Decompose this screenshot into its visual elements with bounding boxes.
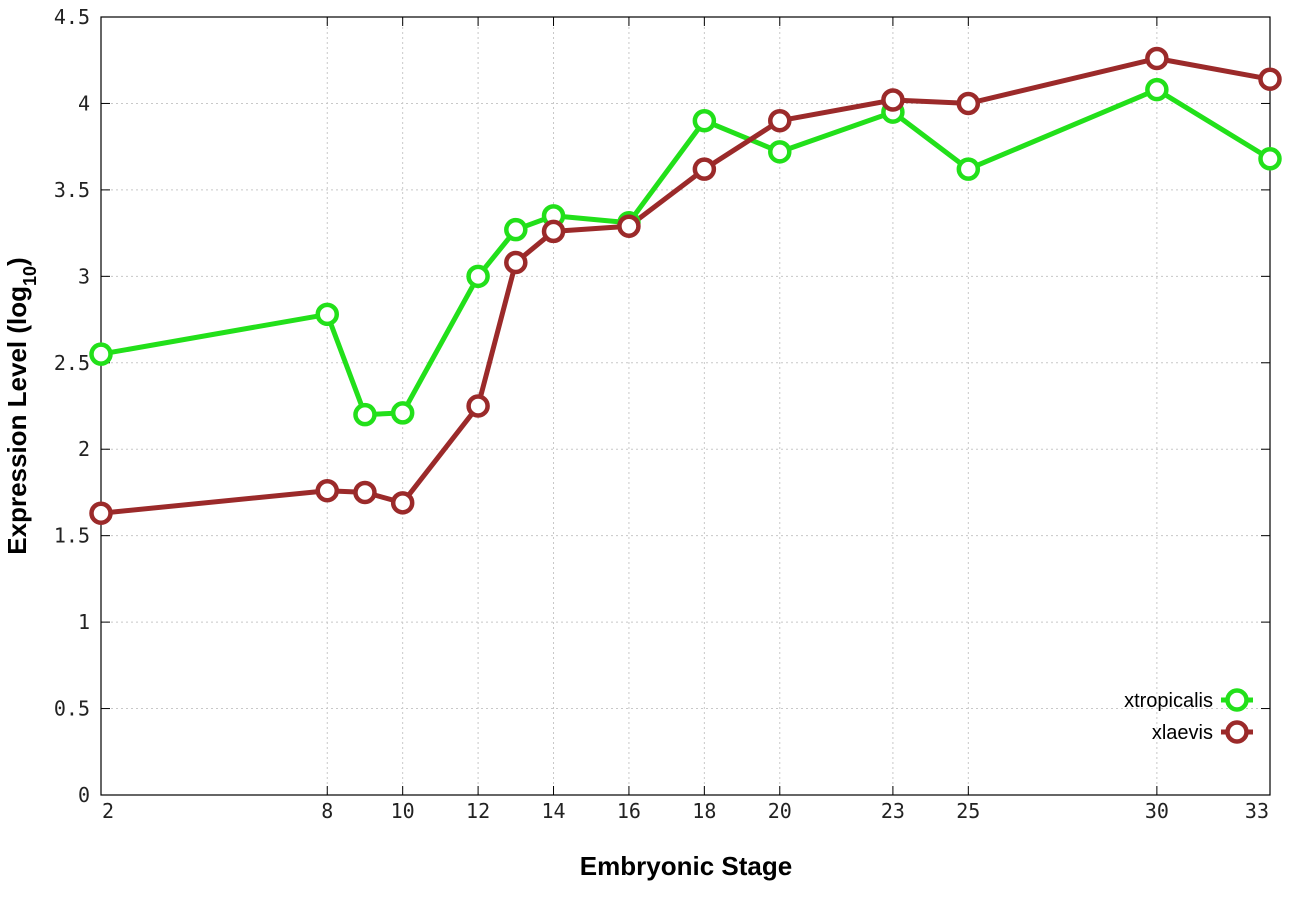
y-tick-label: 4 [78, 91, 90, 115]
data-point-xlaevis [617, 214, 641, 238]
y-tick-label: 4.5 [54, 5, 90, 29]
plot-frame [100, 16, 1271, 796]
x-tick-label: 30 [1145, 799, 1169, 823]
data-point-xtropicalis [466, 264, 490, 289]
data-point-xtropicalis [353, 402, 377, 427]
legend-marker-xlaevis [1225, 720, 1249, 744]
data-point-xlaevis [504, 250, 528, 275]
y-axis-title-subscript: 10 [20, 266, 40, 286]
data-point-xlaevis [315, 478, 340, 503]
series-layer [89, 46, 1282, 525]
y-tick-label: 2.5 [54, 351, 90, 375]
x-tick-label: 23 [881, 799, 905, 823]
data-point-xtropicalis [768, 140, 792, 164]
data-point-xtropicalis [1145, 77, 1169, 102]
data-point-xtropicalis [1258, 147, 1282, 171]
data-point-xlaevis [353, 480, 377, 505]
data-point-xlaevis [89, 501, 113, 525]
x-tick-label: 8 [321, 799, 333, 823]
y-tick-label: 1 [78, 610, 90, 634]
axis-ticks: 0 0.5 1 1.5 2 2.5 3 3.5 4 4.5 2 8 10 12 14 16 18 20 23 25 30… [54, 5, 1271, 823]
y-tick-label: 3.5 [54, 178, 90, 202]
legend-label-xtropicalis: xtropicalis [1124, 690, 1213, 712]
legend-marker-xtropicalis [1225, 688, 1249, 712]
data-point-xtropicalis [315, 302, 340, 327]
legend: xtropicalis xlaevis [1124, 688, 1253, 744]
data-point-xtropicalis [89, 342, 113, 366]
x-tick-label: 25 [956, 799, 980, 823]
y-tick-label: 1.5 [54, 524, 90, 548]
y-tick-label: 0 [78, 783, 90, 807]
y-axis-title-main: Expression Level (log [2, 286, 32, 555]
y-axis-title: Expression Level (log10) [2, 257, 40, 554]
data-point-xlaevis [881, 88, 905, 112]
data-point-xlaevis [390, 491, 415, 515]
data-point-xtropicalis [504, 217, 528, 242]
data-point-xlaevis [692, 157, 717, 181]
data-point-xtropicalis [390, 401, 415, 425]
x-tick-label: 12 [466, 799, 490, 823]
data-point-xlaevis [956, 91, 981, 116]
data-point-xlaevis [1258, 67, 1282, 91]
data-point-xtropicalis [956, 157, 981, 181]
data-point-xtropicalis [692, 108, 717, 133]
x-tick-label: 10 [391, 799, 415, 823]
y-tick-label: 3 [78, 264, 90, 288]
x-tick-label: 14 [541, 799, 565, 823]
series-line-xlaevis [100, 56, 1271, 516]
data-point-xlaevis [541, 219, 566, 244]
x-axis-title: Embryonic Stage [580, 851, 792, 881]
series-line-xtropicalis [100, 87, 1272, 418]
y-tick-label: 2 [78, 437, 90, 461]
grid-lines [101, 17, 1270, 795]
x-tick-label: 20 [768, 799, 792, 823]
y-tick-label: 0.5 [54, 697, 90, 721]
data-point-xlaevis [768, 108, 792, 133]
y-axis-title-end: ) [2, 257, 32, 266]
x-tick-label: 33 [1245, 799, 1269, 823]
data-point-xlaevis [1145, 46, 1169, 71]
x-tick-label: 16 [617, 799, 641, 823]
legend-label-xlaevis: xlaevis [1152, 722, 1213, 744]
data-point-xlaevis [466, 394, 490, 418]
x-tick-label: 18 [692, 799, 716, 823]
x-tick-label: 2 [102, 799, 114, 823]
